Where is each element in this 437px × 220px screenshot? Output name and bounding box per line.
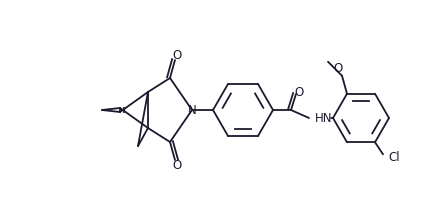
Text: O: O xyxy=(333,62,343,75)
Text: N: N xyxy=(187,103,196,117)
Text: O: O xyxy=(172,48,182,62)
Text: HN: HN xyxy=(315,112,333,125)
Text: O: O xyxy=(295,86,304,99)
Text: Cl: Cl xyxy=(388,151,399,164)
Text: O: O xyxy=(172,158,182,172)
